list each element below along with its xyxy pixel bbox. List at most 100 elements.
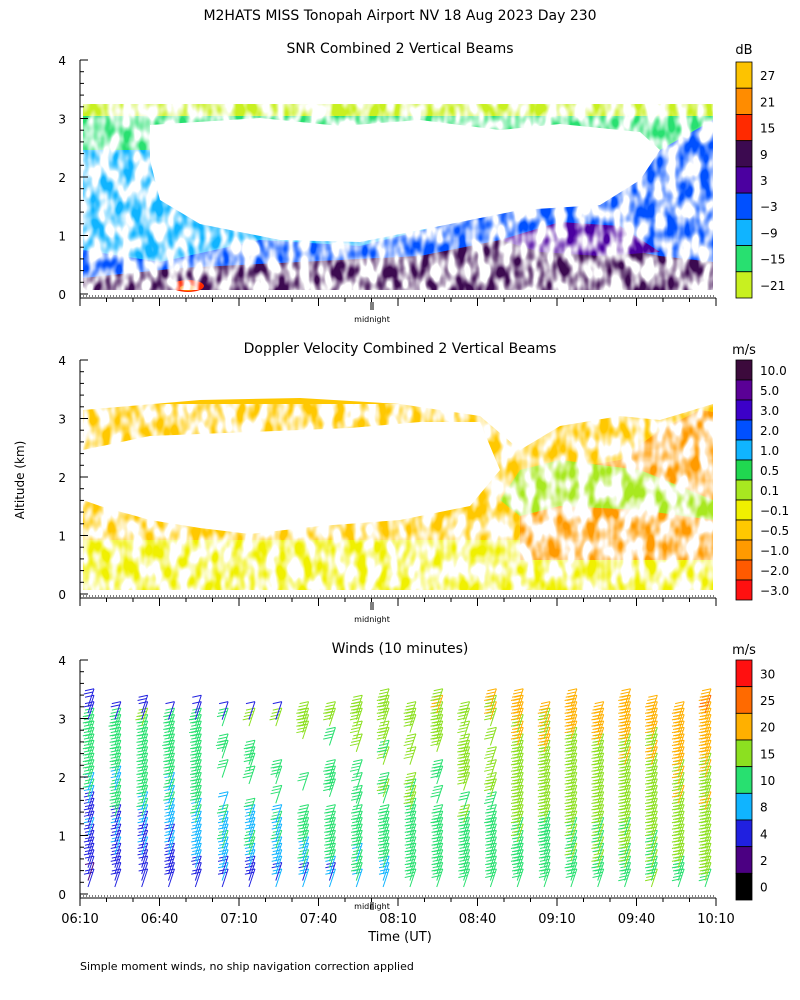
barb-staff [677, 855, 685, 875]
barb-staff [194, 720, 202, 740]
barb-flag [136, 746, 146, 750]
barb-flag [618, 846, 628, 850]
barb-staff [624, 746, 631, 765]
barb-flag [510, 736, 521, 740]
barb-flag [379, 771, 390, 775]
barb-flag [323, 781, 333, 785]
barb-staff [275, 843, 283, 862]
barb-flag [485, 797, 495, 801]
barb-flag [433, 784, 443, 788]
barb-flag [136, 759, 146, 763]
barb-staff [704, 798, 712, 817]
barb-flag [591, 794, 601, 798]
barb-flag [163, 739, 173, 743]
barb-staff [543, 772, 551, 791]
barb-flag [271, 768, 281, 772]
barb-flag [644, 704, 655, 708]
barb-flag [457, 781, 467, 785]
barb-flag [458, 829, 468, 833]
barb-staff [168, 810, 175, 830]
barb-flag [109, 746, 119, 750]
barb-flag [646, 701, 656, 705]
barb-flag [485, 810, 495, 814]
barb-flag [485, 778, 495, 782]
barb-flag [458, 726, 468, 730]
barb-flag [432, 807, 442, 811]
barb-flag [511, 778, 522, 782]
barb-flag [699, 842, 709, 846]
barb-flag [433, 804, 443, 808]
barb-staff [463, 772, 471, 791]
barb-staff [87, 862, 95, 881]
barb-flag [458, 746, 468, 750]
barb-flag [109, 752, 119, 756]
barb-staff [463, 868, 471, 888]
barb-staff [624, 752, 631, 772]
colorbar-label: 27 [760, 69, 775, 83]
barb-column [242, 701, 256, 888]
barb-flag [457, 813, 467, 817]
barb-flag [458, 842, 468, 846]
barb-flag [245, 701, 256, 705]
barb-flag [698, 871, 708, 875]
colorbar-label: −15 [760, 253, 785, 267]
barb-staff [141, 823, 149, 843]
barb-staff [704, 778, 712, 798]
barb-flag [432, 691, 442, 695]
barb-flag [619, 810, 629, 814]
barb-flag [646, 765, 656, 769]
barb-flag [619, 849, 629, 853]
barb-flag [594, 701, 604, 705]
barb-flag [485, 855, 495, 859]
barb-staff [597, 714, 605, 733]
barb-flag [510, 762, 521, 766]
barb-flag [644, 826, 655, 830]
barb-flag [699, 784, 709, 788]
barb-flag [619, 733, 629, 737]
barb-staff [570, 868, 578, 888]
barb-staff [221, 804, 229, 823]
barb-flag [136, 791, 146, 795]
colorbar-swatch [735, 166, 753, 194]
barb-staff [168, 843, 175, 862]
barb-staff [275, 823, 283, 843]
barb-flag [672, 726, 683, 730]
barb-staff [302, 804, 310, 823]
barb-staff [677, 720, 685, 740]
barb-staff [650, 810, 658, 830]
barb-staff [302, 836, 310, 855]
barb-flag [538, 784, 548, 788]
barb-flag [618, 788, 628, 792]
barb-staff [221, 759, 229, 778]
footnote: Simple moment winds, no ship navigation … [80, 960, 414, 973]
snr-title: SNR Combined 2 Vertical Beams [286, 41, 513, 57]
barb-flag [377, 842, 388, 846]
barb-flag [698, 858, 708, 862]
barb-flag [510, 858, 521, 862]
barb-flag [565, 874, 575, 878]
barb-flag [403, 755, 413, 759]
barb-flag [618, 781, 628, 785]
barb-staff [597, 707, 605, 727]
barb-flag [698, 730, 708, 734]
colorbar-label: 5.0 [760, 384, 779, 398]
barb-staff [516, 798, 524, 817]
barb-flag [431, 791, 441, 795]
barb-flag [565, 810, 575, 814]
barb-staff [409, 862, 417, 881]
barb-flag [163, 784, 173, 788]
colorbar-swatch [735, 739, 753, 768]
barb-staff [516, 843, 524, 862]
barb-staff [248, 849, 256, 868]
barb-flag [618, 736, 628, 740]
barb-flag [190, 778, 200, 782]
barb-flag [646, 868, 656, 872]
barb-staff [87, 720, 95, 740]
barb-staff [704, 733, 712, 753]
barb-staff [114, 759, 122, 778]
barb-flag [377, 836, 388, 840]
barb-staff [194, 707, 202, 727]
barb-staff [194, 778, 202, 798]
barb-flag [565, 746, 575, 750]
barb-flag [698, 781, 708, 785]
